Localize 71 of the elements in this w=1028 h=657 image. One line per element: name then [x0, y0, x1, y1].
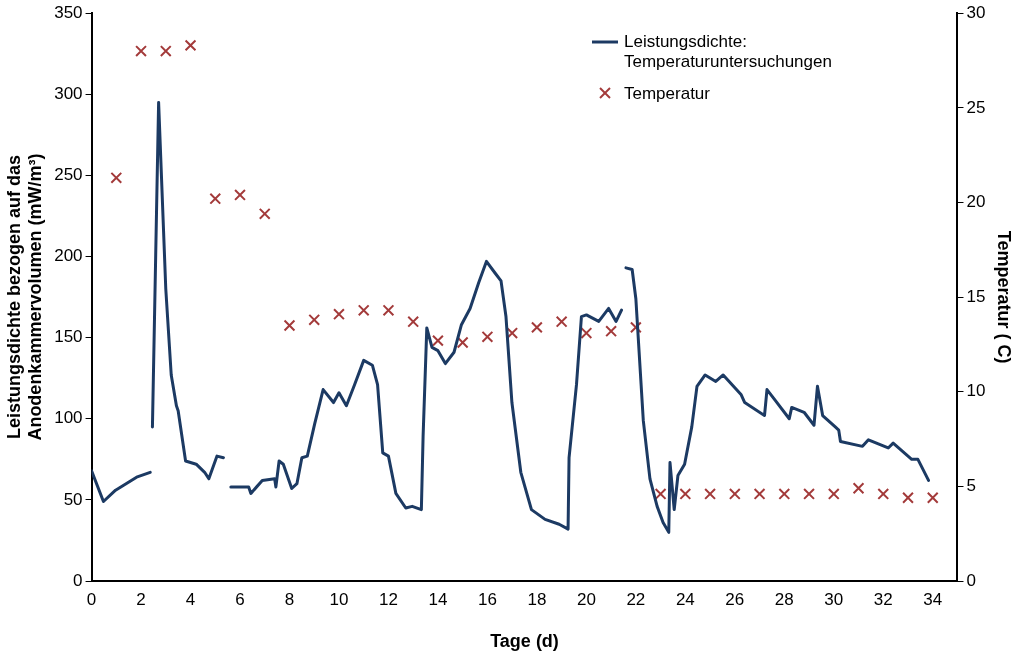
y-tick-label: 100	[54, 408, 83, 428]
x-tick-label: 0	[86, 589, 97, 609]
y2-tick-label: 20	[966, 192, 986, 212]
point	[234, 188, 246, 201]
point	[728, 487, 741, 500]
point	[283, 319, 296, 332]
point	[135, 45, 147, 57]
y-tick-label: 50	[63, 489, 83, 509]
point	[407, 315, 420, 328]
x-tick-label: 8	[284, 589, 295, 609]
y-tick-label: 0	[73, 570, 83, 590]
point	[827, 487, 840, 500]
point	[877, 487, 890, 500]
point	[110, 171, 123, 184]
point	[580, 327, 593, 340]
point	[778, 487, 791, 500]
y2-tick-label: 0	[966, 570, 976, 590]
point	[679, 487, 692, 500]
y2-tick-label: 25	[966, 97, 986, 117]
x-tick-label: 34	[923, 589, 943, 609]
point	[753, 487, 766, 500]
legend-label: Leistungsdichte: Temperaturuntersuchungen	[624, 32, 833, 72]
point	[803, 487, 815, 500]
legend-label: Temperatur	[624, 84, 711, 104]
y-tick-label: 300	[54, 84, 83, 103]
x-tick-label: 14	[428, 589, 448, 609]
point	[333, 308, 345, 321]
y-tick-label: 150	[54, 327, 83, 347]
x-tick-label: 30	[824, 589, 844, 609]
y2-axis-title: Temperatur ( C)	[994, 230, 1015, 364]
point	[555, 315, 568, 328]
point	[926, 491, 939, 504]
y2-tick-label: 5	[966, 476, 976, 496]
point	[902, 491, 914, 504]
y2-tick-label: 15	[966, 286, 986, 306]
point	[852, 482, 865, 495]
point	[357, 304, 370, 317]
x-tick-label: 24	[675, 589, 695, 609]
point	[530, 321, 543, 334]
x-tick-label: 4	[185, 589, 196, 609]
point	[629, 321, 642, 334]
x-tick-label: 28	[774, 589, 794, 609]
x-tick-label: 12	[378, 589, 398, 609]
x-tick-label: 26	[725, 589, 745, 609]
x-tick-label: 18	[527, 589, 547, 609]
y-tick-label: 250	[54, 165, 83, 185]
x-tick-label: 20	[576, 589, 596, 609]
point	[382, 304, 395, 317]
point	[209, 192, 222, 205]
x-tick-label: 32	[873, 589, 893, 609]
y2-tick-label: 10	[966, 381, 986, 401]
point	[308, 313, 321, 326]
x-axis-title: Tage (d)	[490, 631, 559, 652]
x-tick-label: 6	[235, 589, 245, 609]
y2-tick-label: 30	[966, 2, 986, 22]
x-tick-label: 22	[626, 589, 646, 609]
point	[654, 487, 667, 500]
point	[159, 45, 172, 57]
y-tick-label: 350	[54, 2, 83, 22]
point	[431, 334, 444, 347]
point	[456, 336, 469, 349]
x-tick-label: 10	[329, 589, 349, 609]
point	[704, 487, 717, 500]
y-axis-title: Leistungsdichte bezogen auf das Anodenkammervolumen (mW/m³)	[3, 153, 46, 441]
point	[481, 330, 494, 343]
y-tick-label: 200	[54, 246, 83, 266]
x-tick-label: 16	[477, 589, 497, 609]
point	[258, 207, 271, 220]
point	[184, 39, 197, 52]
point	[605, 325, 618, 338]
x-tick-label: 2	[136, 589, 146, 609]
